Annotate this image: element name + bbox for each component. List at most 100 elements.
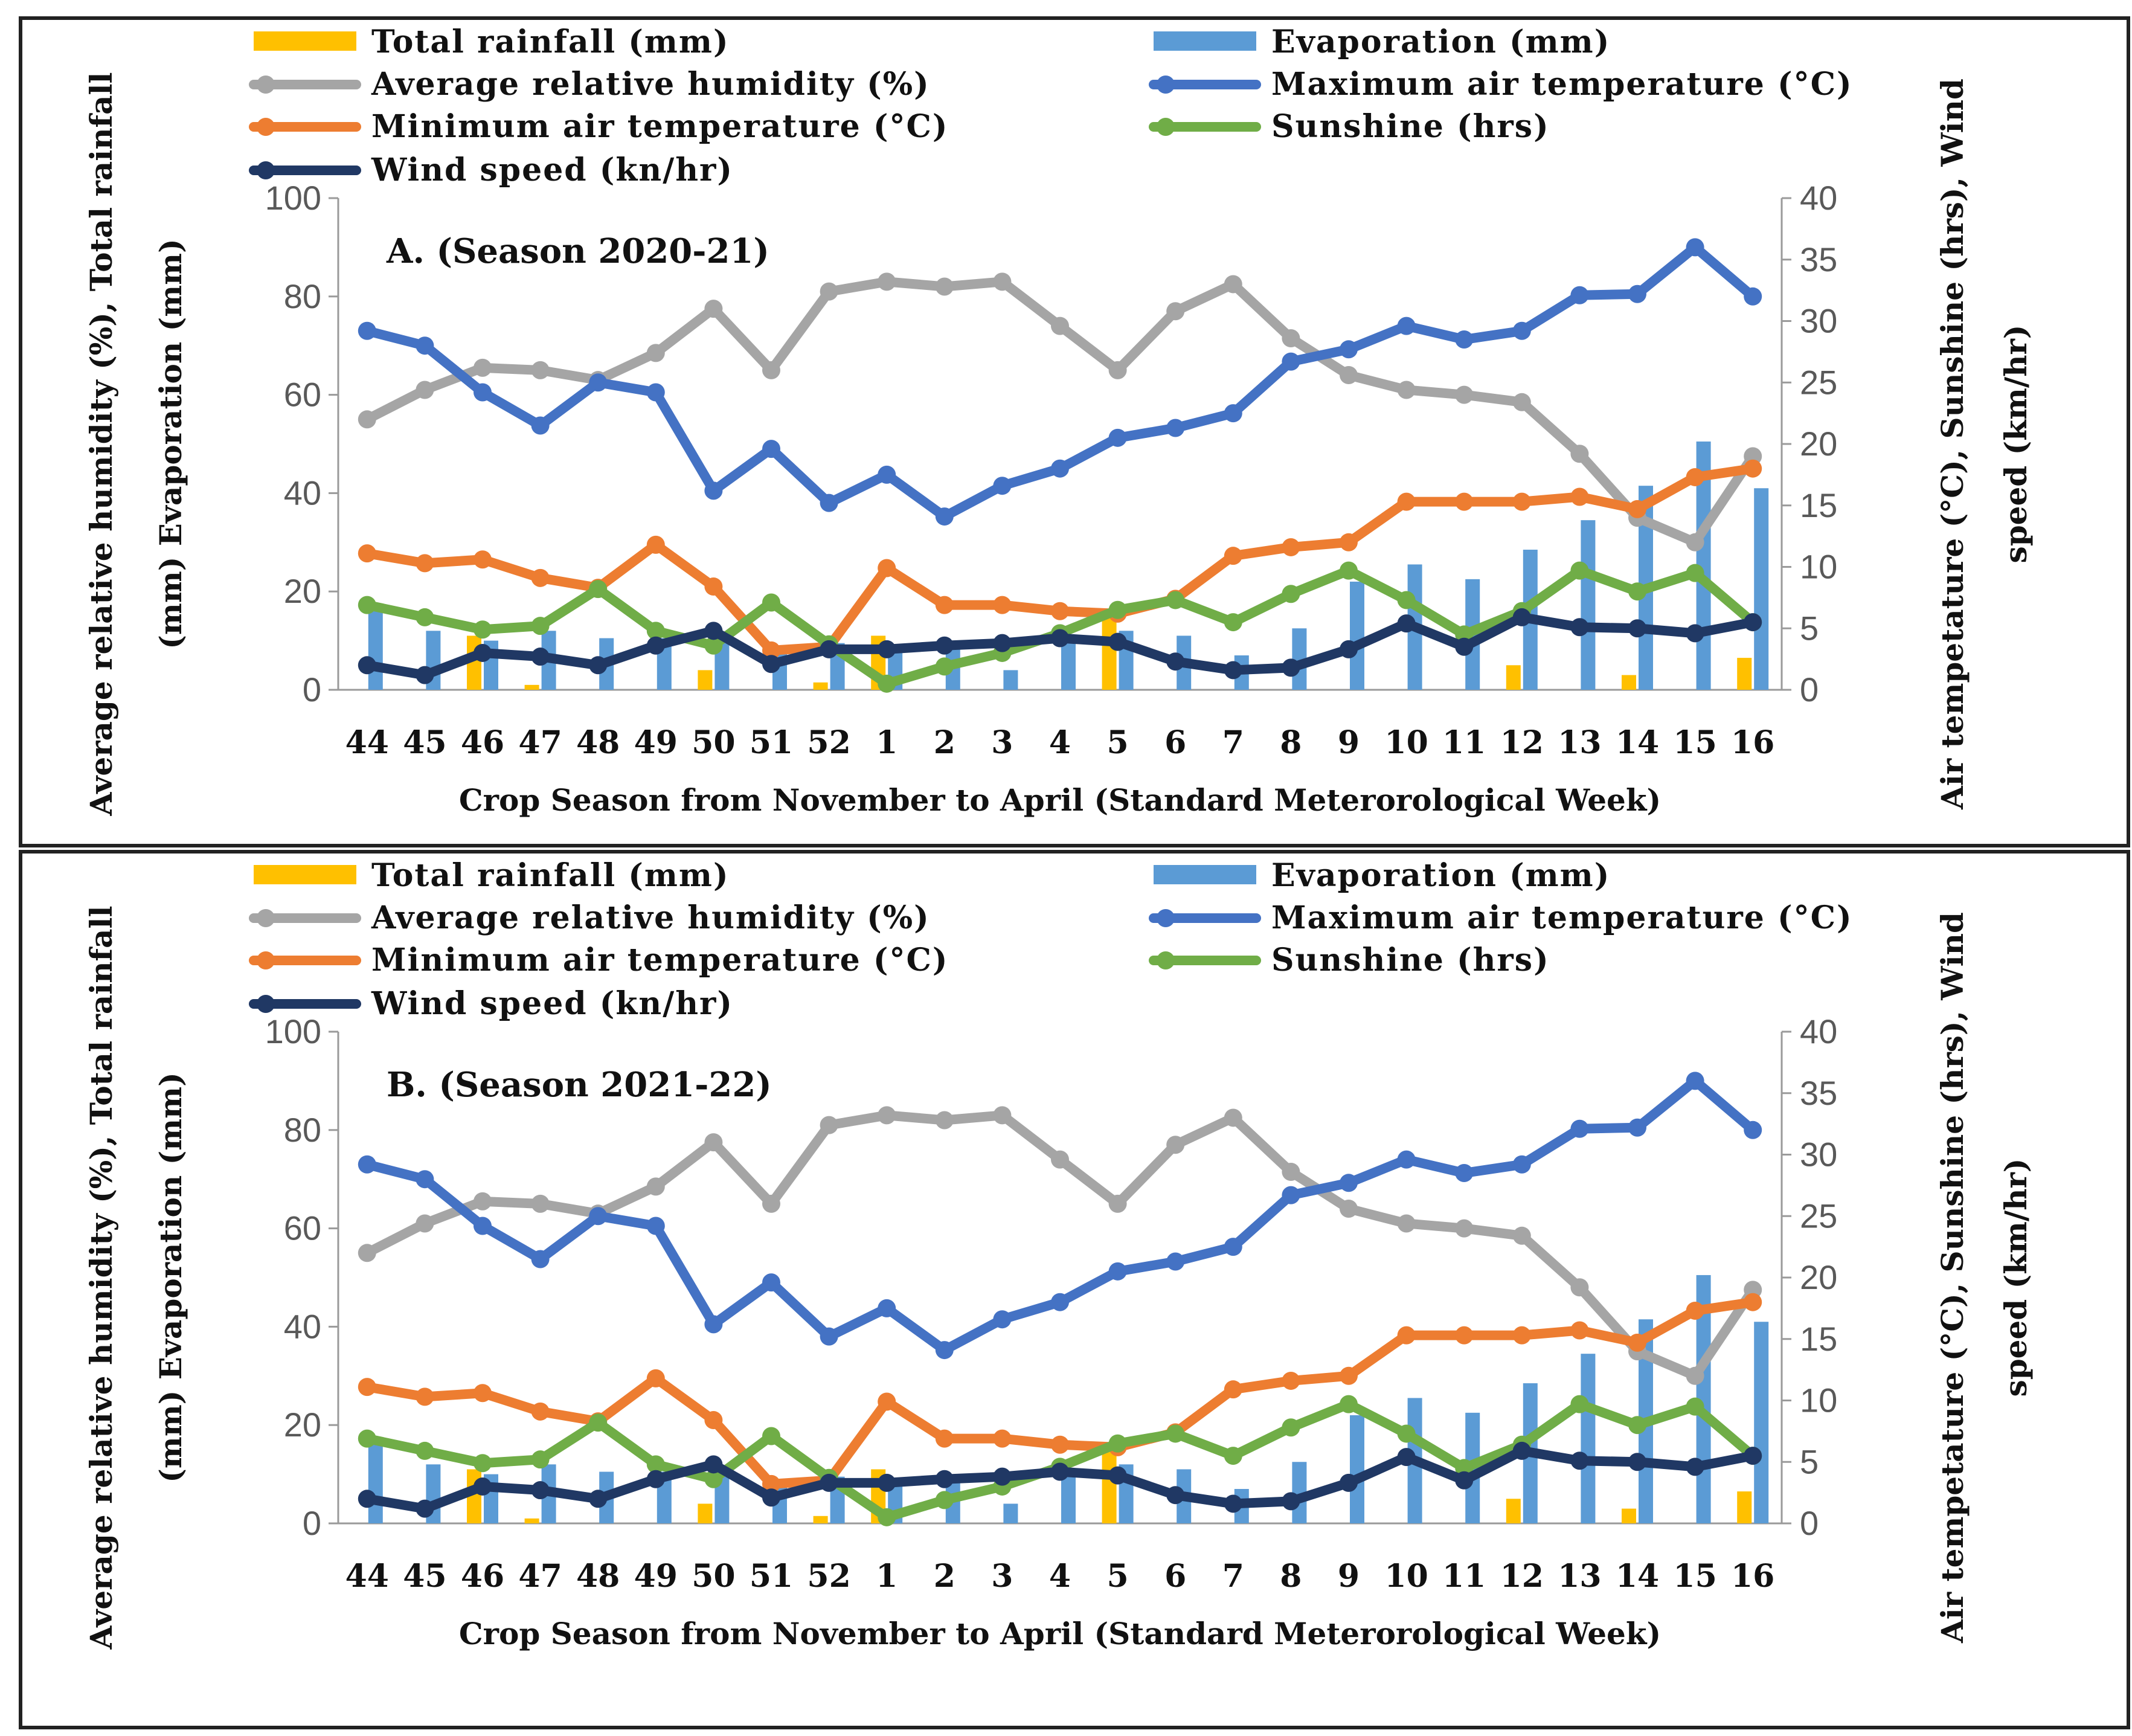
x-tick-label-8: 8 (1280, 1558, 1302, 1595)
panel-frame (19, 16, 2130, 847)
point-minimum-air-temperature-c-week-7 (1224, 1380, 1242, 1399)
bar-evaporation-mm-week-3 (1003, 670, 1018, 690)
point-average-relative-humidity-week-3 (993, 1106, 1012, 1125)
point-wind-speed-kn-hr-week-2 (935, 1470, 954, 1488)
point-wind-speed-kn-hr-week-14 (1628, 619, 1646, 638)
point-average-relative-humidity-week-10 (1397, 1214, 1416, 1233)
point-maximum-air-temperature-c-week-44 (358, 1155, 376, 1174)
bar-total-rainfall-mm-week-52 (813, 682, 828, 690)
right-tick-label-5: 5 (1800, 609, 1819, 647)
point-maximum-air-temperature-c-week-14 (1628, 1118, 1646, 1137)
x-tick-label-45: 45 (403, 724, 446, 761)
legend-marker-maximum-air-temperature-c (1157, 76, 1175, 94)
panel-title: A. (Season 2020-21) (386, 231, 769, 271)
point-sunshine-hrs-week-5 (1108, 1434, 1127, 1453)
point-average-relative-humidity-week-12 (1512, 1226, 1531, 1245)
point-wind-speed-kn-hr-week-5 (1108, 1466, 1127, 1485)
point-wind-speed-kn-hr-week-16 (1744, 613, 1762, 632)
legend-label-minimum-air-temperature-c: Minimum air temperature (°C) (371, 942, 948, 979)
point-wind-speed-kn-hr-week-1 (878, 1473, 896, 1492)
left-tick-label-20: 20 (284, 572, 321, 610)
point-wind-speed-kn-hr-week-50 (704, 1455, 723, 1474)
point-sunshine-hrs-week-5 (1108, 600, 1127, 619)
point-wind-speed-kn-hr-week-4 (1051, 1462, 1069, 1481)
point-average-relative-humidity-week-2 (935, 277, 954, 296)
x-tick-label-52: 52 (807, 724, 850, 761)
legend-marker-maximum-air-temperature-c (1157, 909, 1175, 927)
legend-swatch-total-rainfall-mm (254, 31, 356, 51)
point-sunshine-hrs-week-51 (762, 593, 780, 612)
left-tick-label-40: 40 (284, 474, 321, 512)
legend-marker-average-relative-humidity (257, 909, 275, 927)
point-average-relative-humidity-week-7 (1224, 275, 1242, 294)
bar-total-rainfall-mm-week-5 (1102, 1449, 1117, 1523)
point-wind-speed-kn-hr-week-13 (1570, 1451, 1589, 1470)
point-maximum-air-temperature-c-week-4 (1051, 1293, 1069, 1311)
point-maximum-air-temperature-c-week-9 (1340, 340, 1358, 359)
x-axis-title: Crop Season from November to April (Stan… (459, 1616, 1661, 1651)
point-minimum-air-temperature-c-week-16 (1744, 459, 1762, 478)
point-maximum-air-temperature-c-week-2 (935, 507, 954, 526)
point-sunshine-hrs-week-9 (1340, 561, 1358, 580)
point-average-relative-humidity-week-15 (1686, 1366, 1704, 1385)
panel-frame (19, 850, 2130, 1729)
point-maximum-air-temperature-c-week-3 (993, 477, 1012, 495)
point-wind-speed-kn-hr-week-10 (1397, 614, 1416, 633)
bar-total-rainfall-mm-week-14 (1622, 675, 1636, 690)
x-tick-label-13: 13 (1558, 724, 1601, 761)
chart-panel-season-2021-22: Total rainfall (mm) Evaporation (mm) Avera… (19, 850, 2130, 1729)
point-sunshine-hrs-week-13 (1570, 561, 1589, 580)
right-tick-label-15: 15 (1800, 486, 1837, 524)
point-minimum-air-temperature-c-week-46 (474, 1384, 492, 1403)
point-wind-speed-kn-hr-week-46 (474, 643, 492, 662)
point-sunshine-hrs-week-15 (1686, 564, 1704, 582)
point-maximum-air-temperature-c-week-16 (1744, 287, 1762, 306)
point-maximum-air-temperature-c-week-8 (1282, 1186, 1300, 1204)
point-maximum-air-temperature-c-week-1 (878, 1299, 896, 1317)
point-average-relative-humidity-week-10 (1397, 381, 1416, 399)
x-tick-label-16: 16 (1731, 724, 1774, 761)
legend-item-evaporation-mm: Evaporation (mm) (1154, 24, 1609, 60)
point-wind-speed-kn-hr-week-12 (1512, 1441, 1531, 1460)
legend: Total rainfall (mm) Evaporation (mm) Avera… (249, 857, 1852, 1022)
legend-marker-minimum-air-temperature-c (257, 118, 275, 136)
x-tick-label-47: 47 (518, 724, 562, 761)
point-minimum-air-temperature-c-week-50 (704, 1411, 723, 1430)
point-minimum-air-temperature-c-week-46 (474, 550, 492, 569)
series-wind-speed-kn-hr (358, 608, 1762, 684)
point-average-relative-humidity-week-1 (878, 272, 896, 291)
left-axis-title-line2: (mm) Evaporation (mm) (153, 239, 188, 649)
point-maximum-air-temperature-c-week-7 (1224, 1238, 1242, 1256)
series-evaporation-mm (368, 441, 1769, 690)
x-tick-label-2: 2 (934, 1558, 955, 1595)
point-wind-speed-kn-hr-week-45 (416, 666, 434, 684)
x-axis-title: Crop Season from November to April (Stan… (459, 782, 1661, 818)
point-wind-speed-kn-hr-week-9 (1340, 1473, 1358, 1492)
point-maximum-air-temperature-c-week-13 (1570, 286, 1589, 304)
legend-label-average-relative-humidity: Average relative humidity (%) (371, 899, 930, 936)
legend-swatch-total-rainfall-mm (254, 865, 356, 884)
point-sunshine-hrs-week-9 (1340, 1395, 1358, 1413)
x-tick-label-12: 12 (1500, 724, 1544, 761)
point-maximum-air-temperature-c-week-9 (1340, 1174, 1358, 1192)
x-tick-label-8: 8 (1280, 724, 1302, 761)
point-average-relative-humidity-week-8 (1282, 1162, 1300, 1181)
bar-evaporation-mm-week-16 (1754, 488, 1769, 690)
legend-item-minimum-air-temperature-c: Minimum air temperature (°C) (249, 942, 948, 979)
x-tick-label-15: 15 (1673, 1558, 1716, 1595)
right-tick-label-20: 20 (1800, 1258, 1837, 1296)
point-minimum-air-temperature-c-week-3 (993, 1429, 1012, 1448)
point-sunshine-hrs-week-14 (1628, 1416, 1646, 1435)
x-tick-label-44: 44 (345, 724, 389, 761)
legend: Total rainfall (mm) Evaporation (mm) Avera… (249, 24, 1852, 188)
point-sunshine-hrs-week-7 (1224, 1447, 1242, 1465)
point-maximum-air-temperature-c-week-2 (935, 1341, 954, 1360)
point-wind-speed-kn-hr-week-52 (820, 1473, 838, 1492)
point-average-relative-humidity-week-8 (1282, 329, 1300, 347)
point-minimum-air-temperature-c-week-11 (1455, 1326, 1474, 1345)
point-wind-speed-kn-hr-week-52 (820, 640, 838, 658)
point-wind-speed-kn-hr-week-46 (474, 1477, 492, 1496)
left-axis-title-line1: Average relative humidity (%), Total rai… (83, 906, 119, 1650)
point-sunshine-hrs-week-8 (1282, 585, 1300, 603)
left-axis-title-line1: Average relative humidity (%), Total rai… (83, 72, 119, 817)
